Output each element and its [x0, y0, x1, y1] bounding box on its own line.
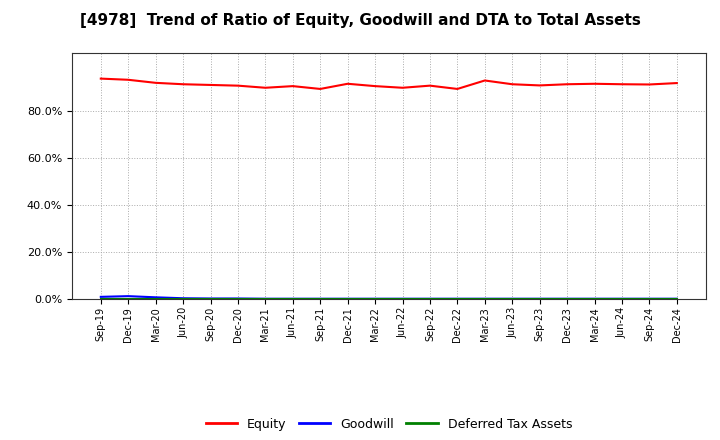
Deferred Tax Assets: [480, 296, 489, 301]
Deferred Tax Assets: [398, 296, 407, 301]
Equity: [536, 83, 544, 88]
Goodwill: [96, 294, 105, 300]
Goodwill: [261, 296, 270, 301]
Goodwill: [371, 296, 379, 301]
Deferred Tax Assets: [343, 296, 352, 301]
Goodwill: [398, 296, 407, 301]
Deferred Tax Assets: [206, 296, 215, 301]
Equity: [563, 81, 572, 87]
Equity: [289, 84, 297, 89]
Goodwill: [508, 296, 516, 301]
Goodwill: [453, 296, 462, 301]
Goodwill: [233, 296, 242, 301]
Equity: [96, 76, 105, 81]
Deferred Tax Assets: [289, 296, 297, 301]
Goodwill: [316, 296, 325, 301]
Equity: [508, 81, 516, 87]
Goodwill: [480, 296, 489, 301]
Deferred Tax Assets: [261, 296, 270, 301]
Deferred Tax Assets: [96, 296, 105, 301]
Equity: [261, 85, 270, 90]
Equity: [124, 77, 132, 82]
Legend: Equity, Goodwill, Deferred Tax Assets: Equity, Goodwill, Deferred Tax Assets: [201, 413, 577, 436]
Goodwill: [151, 295, 160, 300]
Goodwill: [590, 296, 599, 301]
Goodwill: [343, 296, 352, 301]
Equity: [590, 81, 599, 86]
Goodwill: [426, 296, 434, 301]
Goodwill: [206, 296, 215, 301]
Goodwill: [618, 296, 626, 301]
Deferred Tax Assets: [426, 296, 434, 301]
Equity: [206, 82, 215, 88]
Deferred Tax Assets: [645, 296, 654, 301]
Deferred Tax Assets: [151, 296, 160, 301]
Equity: [151, 80, 160, 85]
Deferred Tax Assets: [453, 296, 462, 301]
Equity: [645, 82, 654, 87]
Deferred Tax Assets: [563, 296, 572, 301]
Equity: [371, 84, 379, 89]
Equity: [426, 83, 434, 88]
Equity: [480, 78, 489, 83]
Deferred Tax Assets: [672, 296, 681, 301]
Line: Equity: Equity: [101, 79, 677, 89]
Goodwill: [289, 296, 297, 301]
Deferred Tax Assets: [536, 296, 544, 301]
Goodwill: [672, 296, 681, 301]
Goodwill: [536, 296, 544, 301]
Equity: [453, 86, 462, 92]
Deferred Tax Assets: [124, 296, 132, 301]
Equity: [398, 85, 407, 90]
Equity: [672, 81, 681, 86]
Goodwill: [124, 293, 132, 299]
Equity: [233, 83, 242, 88]
Equity: [343, 81, 352, 86]
Equity: [316, 86, 325, 92]
Text: [4978]  Trend of Ratio of Equity, Goodwill and DTA to Total Assets: [4978] Trend of Ratio of Equity, Goodwil…: [80, 13, 640, 28]
Goodwill: [563, 296, 572, 301]
Goodwill: [645, 296, 654, 301]
Equity: [179, 81, 187, 87]
Deferred Tax Assets: [590, 296, 599, 301]
Equity: [618, 81, 626, 87]
Line: Goodwill: Goodwill: [101, 296, 677, 299]
Deferred Tax Assets: [316, 296, 325, 301]
Goodwill: [179, 296, 187, 301]
Deferred Tax Assets: [371, 296, 379, 301]
Deferred Tax Assets: [179, 296, 187, 301]
Deferred Tax Assets: [618, 296, 626, 301]
Deferred Tax Assets: [508, 296, 516, 301]
Deferred Tax Assets: [233, 296, 242, 301]
